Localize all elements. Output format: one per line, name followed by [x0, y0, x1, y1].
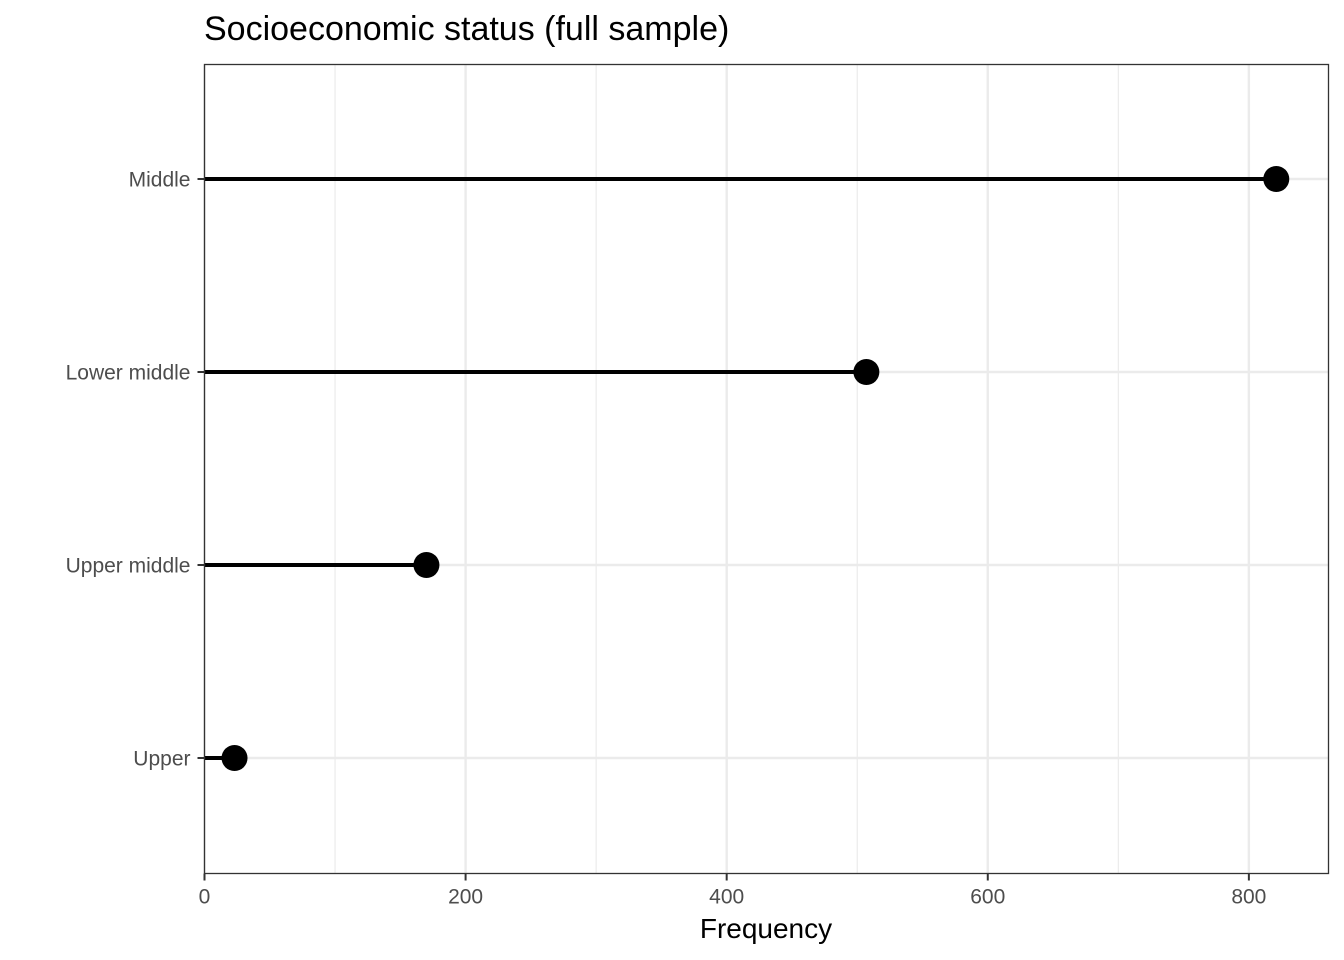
chart-title: Socioeconomic status (full sample): [204, 10, 729, 48]
panel-border: [203, 63, 1330, 875]
x-axis: 0 200 400 600 800: [199, 873, 1266, 909]
x-tick-label: 600: [970, 886, 1005, 909]
y-tick-label: Middle: [129, 169, 191, 192]
y-tick-label: Lower middle: [66, 362, 191, 385]
lollipop-dot: [1263, 166, 1290, 192]
y-tick-label: Upper: [133, 748, 190, 771]
y-tick-label: Upper middle: [66, 555, 191, 578]
x-tick-label: 200: [448, 886, 483, 909]
x-tick-label: 0: [199, 886, 211, 909]
x-tick-label: 400: [709, 886, 744, 909]
lollipop-dot: [853, 359, 880, 385]
grid-lines: [203, 64, 1329, 874]
y-axis: Upper Upper middle Lower middle Middle: [66, 169, 205, 771]
lollipop-dot: [221, 745, 248, 771]
lollipop-stems: [204, 177, 1277, 760]
lollipop-dot: [413, 552, 440, 578]
x-axis-title: Frequency: [700, 913, 832, 944]
x-tick-label: 800: [1231, 886, 1266, 909]
lollipop-dots: [221, 166, 1290, 771]
